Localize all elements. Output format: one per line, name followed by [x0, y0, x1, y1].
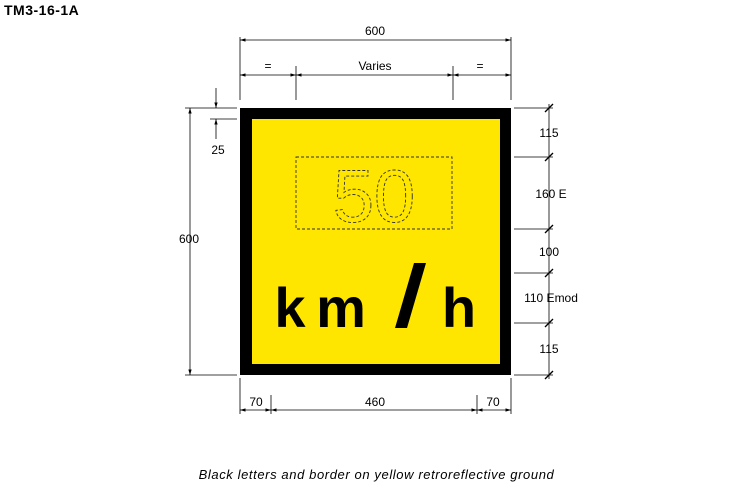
- dim-left-equal: =: [264, 59, 271, 73]
- unit-char-k: k: [274, 276, 306, 339]
- speed-numeral: 50: [333, 155, 415, 238]
- top-dimensions: 600 = Varies =: [239, 24, 512, 100]
- dim-left-margin: 70: [249, 395, 263, 409]
- dim-middle-gap: 100: [539, 245, 559, 259]
- unit-char-m: m: [316, 276, 366, 339]
- dim-right-bottom-gap: 115: [539, 342, 558, 356]
- bottom-dimensions: 70 460 70: [239, 378, 512, 414]
- sign-ground: [252, 119, 500, 364]
- dim-overall-width: 600: [365, 24, 385, 38]
- unit-slash: [395, 263, 426, 328]
- unit-char-h: h: [442, 276, 476, 339]
- dim-unit-height: 110 Emod: [524, 291, 578, 305]
- right-dimensions: 115 160 E 100 110 Emod 115: [514, 103, 578, 380]
- sign-panel: 50 k m h: [240, 108, 511, 375]
- drawing-code-title: TM3-16-1A: [4, 2, 80, 18]
- dim-right-equal: =: [476, 59, 483, 73]
- dim-border-width: 25: [211, 143, 225, 157]
- numeral-frame: [295, 156, 453, 230]
- dim-varies: Varies: [358, 59, 391, 73]
- dim-overall-height: 600: [179, 232, 199, 246]
- dim-legend-width: 460: [365, 395, 385, 409]
- caption: Black letters and border on yellow retro…: [198, 467, 555, 482]
- dim-numeral-height: 160 E: [535, 187, 566, 201]
- dim-right-top-gap: 115: [539, 126, 558, 140]
- left-dimensions: 600 25: [179, 88, 237, 376]
- dim-right-margin: 70: [486, 395, 500, 409]
